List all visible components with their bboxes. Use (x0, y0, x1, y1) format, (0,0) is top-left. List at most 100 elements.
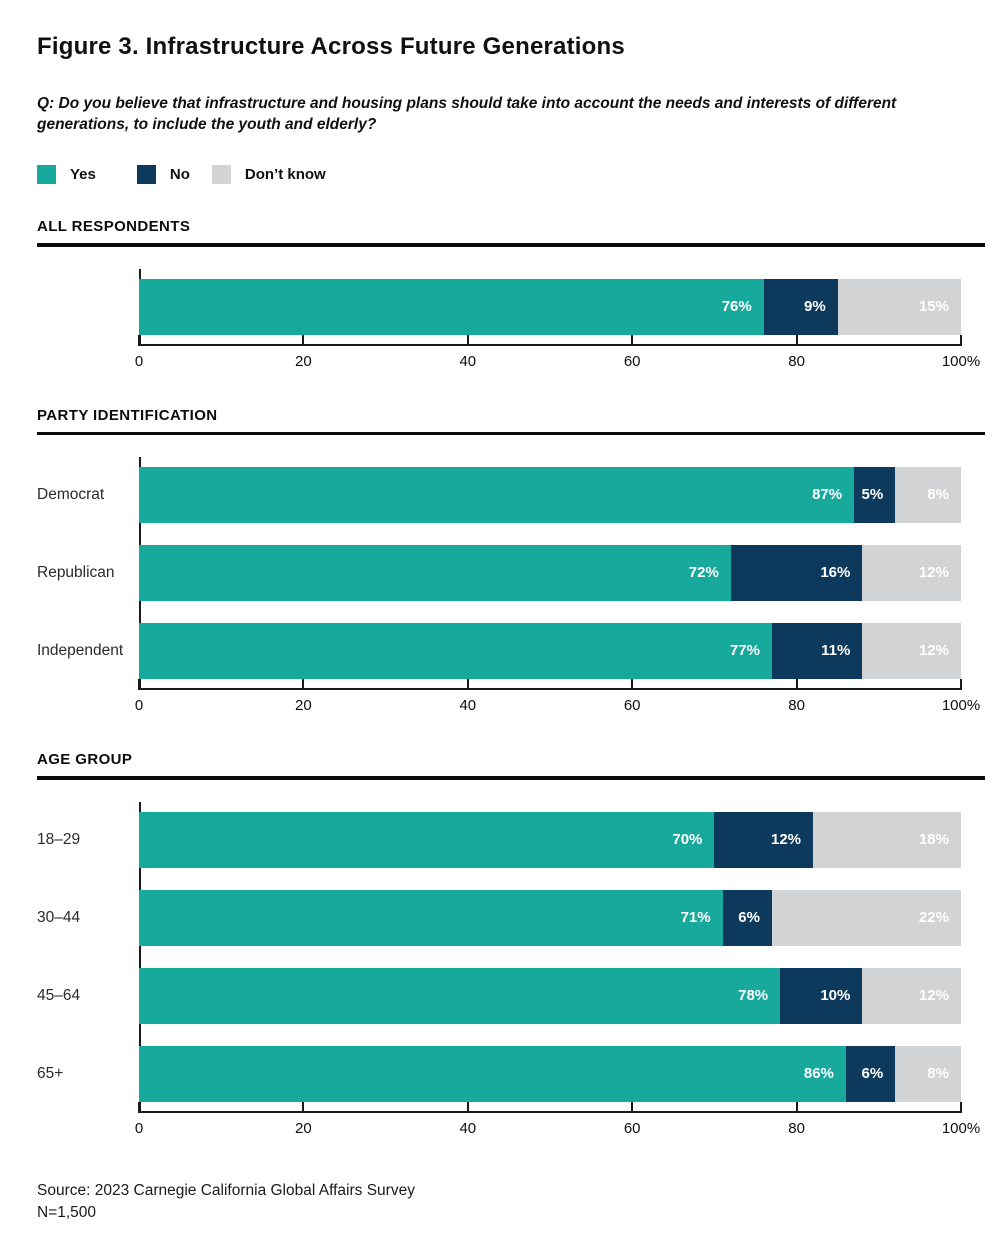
x-axis-tick (138, 679, 140, 690)
plot-area: Democrat 87% 5% 8% Republican 72% 16% 12% Indepe… (37, 457, 980, 717)
bar-row: 76% 9% 15% (139, 278, 961, 335)
value-label: 8% (927, 486, 949, 503)
value-label: 78% (738, 986, 769, 1004)
bar-segment-dont-know: 18% (813, 811, 961, 868)
x-axis-tick-label: 100% (941, 352, 981, 370)
don-t-know-swatch-icon (211, 165, 231, 184)
bar-segment-no: 9% (763, 278, 838, 335)
category-label: Independent (37, 642, 124, 659)
x-axis-tick-label: 40 (459, 697, 477, 714)
x-axis-tick (466, 1101, 469, 1113)
bar-segment-no: 16% (730, 545, 863, 601)
bar-segment-yes: 76% (139, 278, 764, 335)
x-axis-line (138, 679, 962, 690)
bar-segment-yes: 77% (139, 623, 772, 679)
no-swatch-icon (136, 165, 156, 184)
x-axis-tick-label: 60 (623, 697, 641, 714)
x-axis-tick (960, 1101, 962, 1113)
value-label: 16% (820, 564, 851, 581)
x-axis-tick (302, 679, 305, 690)
bar-segment-yes: 87% (139, 467, 855, 523)
value-label: 9% (804, 297, 826, 315)
section-rule (37, 431, 985, 435)
value-label: 86% (803, 1064, 834, 1082)
category-label: 30–44 (37, 908, 81, 926)
value-label: 76% (721, 297, 752, 315)
value-label: 72% (688, 564, 719, 581)
x-axis-tick (302, 334, 305, 346)
bar-segment-dont-know: 12% (862, 545, 961, 601)
x-axis-tick-label: 80 (788, 697, 805, 714)
value-label: 11% (821, 642, 851, 659)
bar-row: 65+ 86% 6% 8% (37, 1045, 961, 1102)
legend-label: No (169, 166, 190, 183)
bar-row: 18–29 70% 12% 18% (37, 811, 961, 868)
value-label: 12% (918, 564, 949, 581)
x-axis-tick (795, 1101, 798, 1113)
plot-area: 76% 9% 15% 0 20 40 60 80 100% (135, 268, 980, 373)
legend-label: Yes (70, 166, 96, 183)
x-axis-tick-label: 60 (623, 1119, 641, 1137)
x-axis-tick (302, 1101, 305, 1113)
x-axis-tick (960, 679, 962, 690)
bar-segment-yes: 71% (139, 889, 723, 946)
value-label: 77% (729, 642, 760, 659)
category-label: 45–64 (37, 986, 81, 1004)
y-axis-line (139, 801, 141, 1113)
survey-question: Q: Do you believe that infrastructure an… (37, 95, 897, 133)
value-label: 5% (861, 486, 884, 503)
x-axis-tick (138, 1101, 140, 1113)
category-label: Democrat (37, 486, 105, 503)
x-axis-tick-label: 100% (941, 1119, 981, 1137)
x-axis-tick-labels: 0 20 40 60 80 100% (135, 1119, 980, 1140)
source-note: Source: 2023 Carnegie California Global … (37, 1180, 985, 1224)
section-title: PARTY IDENTIFICATION (37, 406, 218, 424)
x-axis-tick-label: 60 (623, 352, 641, 370)
chart-section-age-group: AGE GROUP 18–29 70% 12% 18% 30–44 71% 6% 22% 45–6… (37, 751, 985, 1140)
x-axis-tick-label: 20 (295, 352, 312, 370)
legend-item-yes: Yes (37, 165, 96, 184)
value-label: 12% (918, 986, 949, 1004)
plot-area: 18–29 70% 12% 18% 30–44 71% 6% 22% 45–64 78% 10% 12… (37, 801, 980, 1140)
yes-swatch-icon (37, 165, 56, 184)
bar-row: Republican 72% 16% 12% (37, 545, 961, 601)
chart-section-all-respondents: ALL RESPONDENTS 76% 9% 15% 0 20 40 60 80 100% (37, 218, 985, 373)
legend-item-don-t-know: Don’t know (211, 165, 326, 184)
value-label: 6% (738, 908, 760, 926)
x-axis-tick (795, 679, 798, 690)
bar-segment-no: 12% (714, 811, 814, 868)
bar-segment-no: 6% (845, 1045, 896, 1102)
x-axis-tick (631, 334, 634, 346)
x-axis-tick (631, 1101, 634, 1113)
legend: Yes No Don’t know (37, 165, 985, 184)
x-axis-tick (466, 679, 469, 690)
value-label: 71% (680, 908, 711, 926)
x-axis-tick-label: 80 (788, 352, 805, 370)
charts-container: ALL RESPONDENTS 76% 9% 15% 0 20 40 60 80 100% PART… (37, 218, 985, 1140)
x-axis-tick-label: 20 (295, 697, 312, 714)
value-label: 70% (672, 830, 703, 848)
x-axis-tick (631, 679, 634, 690)
bar-rows: Democrat 87% 5% 8% Republican 72% 16% 12% Indepe… (37, 457, 961, 688)
category-label: 18–29 (37, 830, 81, 848)
x-axis-tick-label: 0 (134, 352, 144, 370)
value-label: 87% (812, 486, 843, 503)
bar-row: 30–44 71% 6% 22% (37, 889, 961, 946)
x-axis-tick (466, 334, 469, 346)
bar-segment-yes: 72% (139, 545, 731, 601)
figure-title: Figure 3. Infrastructure Across Future G… (37, 33, 625, 60)
bar-segment-no: 6% (722, 889, 772, 946)
x-axis-tick-label: 100% (941, 697, 981, 714)
section-rule (37, 243, 985, 247)
bar-row: 45–64 78% 10% 12% (37, 967, 961, 1024)
bar-segment-no: 11% (771, 623, 863, 679)
section-title: AGE GROUP (37, 751, 133, 768)
bar-segment-no: 5% (854, 467, 896, 523)
legend-item-no: No (136, 165, 190, 184)
value-label: 10% (820, 986, 851, 1004)
x-axis-tick (795, 334, 798, 346)
bar-segment-dont-know: 15% (837, 278, 961, 335)
value-label: 12% (770, 830, 802, 848)
bar-row: Democrat 87% 5% 8% (37, 467, 961, 523)
